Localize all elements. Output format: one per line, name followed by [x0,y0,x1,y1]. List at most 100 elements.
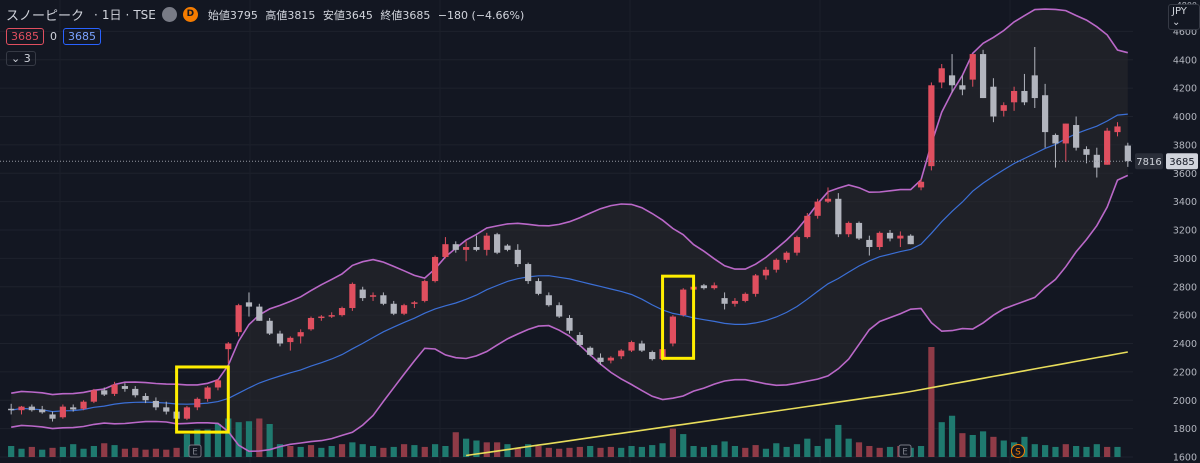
candle-body[interactable] [411,302,418,304]
candle-body[interactable] [111,384,118,394]
candle-body[interactable] [793,237,801,253]
interval-label[interactable]: 1日 [101,8,122,22]
candle-body[interactable] [431,256,439,282]
candle-body[interactable] [1114,126,1121,133]
candle-body[interactable] [194,398,201,408]
candle-body[interactable] [80,401,87,409]
candle-body[interactable] [400,305,408,314]
candle-body[interactable] [566,317,573,331]
candle-body[interactable] [70,407,77,410]
candle-body[interactable] [328,315,335,317]
candle-body[interactable] [628,342,635,351]
candle-body[interactable] [979,54,987,99]
candle-body[interactable] [897,235,904,239]
candle-body[interactable] [287,337,294,343]
candle-body[interactable] [421,281,428,301]
candle-body[interactable] [804,215,811,238]
candle-body[interactable] [773,259,780,270]
candle-body[interactable] [297,332,304,337]
candle-body[interactable] [380,295,387,304]
highlight-box[interactable] [175,365,230,434]
candle-body[interactable] [183,407,191,419]
candle-body[interactable] [866,239,873,248]
symbol-name[interactable]: スノーピーク [6,9,85,24]
candle-body[interactable] [338,308,346,316]
earnings-marker[interactable] [188,444,202,458]
candle-body[interactable] [948,75,956,86]
candle-body[interactable] [824,198,832,202]
candle-body[interactable] [276,333,284,344]
candle-body[interactable] [928,85,935,167]
candle-body[interactable] [545,295,552,306]
candle-body[interactable] [638,343,645,351]
candle-body[interactable] [597,357,604,362]
indicator-value-1[interactable]: 3685 [6,28,44,45]
delayed-data-icon[interactable]: D [182,7,198,22]
candle-body[interactable] [649,352,656,360]
candle-body[interactable] [525,264,532,282]
candle-body[interactable] [576,334,583,345]
candle-body[interactable] [504,245,511,250]
candle-body[interactable] [463,247,470,250]
candle-body[interactable] [1021,90,1028,103]
candle-body[interactable] [1104,130,1111,165]
candle-body[interactable] [917,181,925,188]
candle-body[interactable] [535,281,542,294]
candle-body[interactable] [907,235,914,245]
candle-body[interactable] [514,249,521,265]
price-axis[interactable] [1133,0,1200,463]
candle-body[interactable] [101,390,108,395]
candle-body[interactable] [494,234,501,253]
candle-body[interactable] [359,289,366,299]
candle-body[interactable] [587,347,594,355]
candle-body[interactable] [1010,90,1018,103]
candle-body[interactable] [1062,123,1069,144]
candle-body[interactable] [721,298,728,304]
candle-body[interactable] [762,269,770,276]
candle-body[interactable] [390,303,397,314]
candle-body[interactable] [204,387,211,399]
currency-selector[interactable]: JPY ⌄ [1168,4,1200,30]
candle-body[interactable] [969,54,976,80]
candle-body[interactable] [121,386,129,389]
candle-body[interactable] [742,293,749,301]
candle-body[interactable] [990,86,997,117]
candle-body[interactable] [1083,149,1090,155]
highlight-box[interactable] [661,274,696,360]
candle-body[interactable] [814,201,821,216]
candle-body[interactable] [49,414,56,419]
candle-body[interactable] [1073,125,1080,148]
candle-body[interactable] [886,232,894,239]
split-marker[interactable] [1011,444,1025,458]
candle-body[interactable] [473,247,480,250]
candle-body[interactable] [1093,154,1100,168]
candle-body[interactable] [256,306,263,321]
candle-body[interactable] [214,380,222,388]
candle-body[interactable] [18,406,25,411]
candle-body[interactable] [731,300,739,304]
candle-body[interactable] [1124,145,1131,162]
candle-body[interactable] [28,406,35,411]
candle-body[interactable] [607,357,614,361]
candle-body[interactable] [700,285,708,289]
candle-body[interactable] [1052,134,1059,144]
candle-body[interactable] [938,68,945,83]
candle-body[interactable] [452,244,459,250]
candle-body[interactable] [90,390,97,402]
indicator-value-2[interactable]: 3685 [63,28,101,45]
candle-body[interactable] [39,409,46,413]
candle-body[interactable] [855,222,863,239]
candle-body[interactable] [235,305,242,333]
candle-body[interactable] [349,283,356,309]
candle-body[interactable] [318,316,325,319]
candle-body[interactable] [845,222,852,235]
candle-body[interactable] [369,295,377,297]
candle-body[interactable] [835,198,842,235]
candle-body[interactable] [59,406,66,418]
candle-body[interactable] [876,232,883,248]
candle-body[interactable] [483,235,490,250]
candle-body[interactable] [245,302,253,307]
candle-body[interactable] [711,285,718,289]
candle-body[interactable] [225,343,232,350]
